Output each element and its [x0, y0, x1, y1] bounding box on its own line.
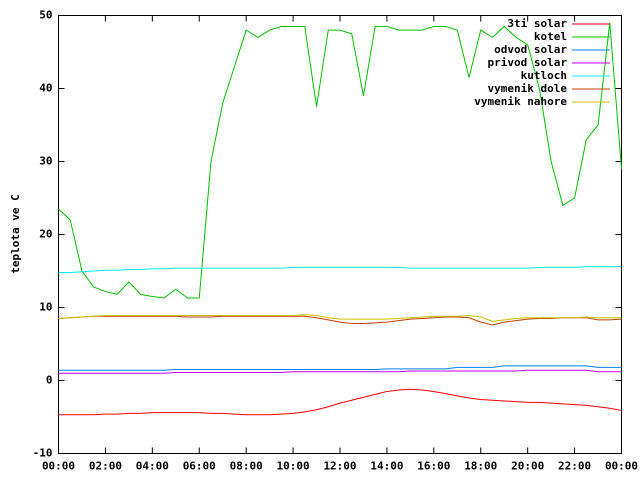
x-tick-label: 12:00: [323, 460, 356, 473]
y-tick-label: 30: [39, 155, 52, 168]
x-tick-label: 20:00: [511, 460, 544, 473]
y-tick-label: 20: [39, 228, 52, 241]
series-line: [58, 22, 622, 299]
legend-label: odvod solar: [494, 43, 567, 56]
series-line: [58, 266, 622, 273]
x-tick-label: 14:00: [370, 460, 403, 473]
x-tick-label: 00:00: [605, 460, 638, 473]
legend-label: vymenik nahore: [474, 95, 567, 108]
legend-label: vymenik dole: [488, 82, 568, 95]
x-tick-label: 04:00: [136, 460, 169, 473]
x-tick-label: 08:00: [230, 460, 263, 473]
x-tick-label: 18:00: [464, 460, 497, 473]
y-tick-label: 0: [46, 374, 53, 387]
legend-label: kotel: [534, 30, 567, 43]
y-tick-label: -10: [33, 447, 53, 460]
x-tick-label: 06:00: [183, 460, 216, 473]
x-tick-label: 10:00: [277, 460, 310, 473]
legend-label: privod solar: [488, 56, 568, 69]
series-line: [58, 388, 622, 416]
y-tick-label: 10: [39, 301, 52, 314]
legend-label: 3ti solar: [507, 17, 567, 30]
series-line: [58, 369, 622, 374]
y-tick-label: 50: [39, 9, 52, 22]
y-axis-label: teplota ve C: [9, 194, 22, 273]
x-tick-label: 00:00: [42, 460, 75, 473]
series-line: [58, 365, 622, 371]
x-tick-label: 22:00: [558, 460, 591, 473]
series-line: [58, 315, 622, 326]
legend-label: kutloch: [521, 69, 567, 82]
series-line: [58, 314, 622, 322]
y-tick-label: 40: [39, 82, 52, 95]
x-tick-label: 02:00: [89, 460, 122, 473]
x-tick-label: 16:00: [417, 460, 450, 473]
